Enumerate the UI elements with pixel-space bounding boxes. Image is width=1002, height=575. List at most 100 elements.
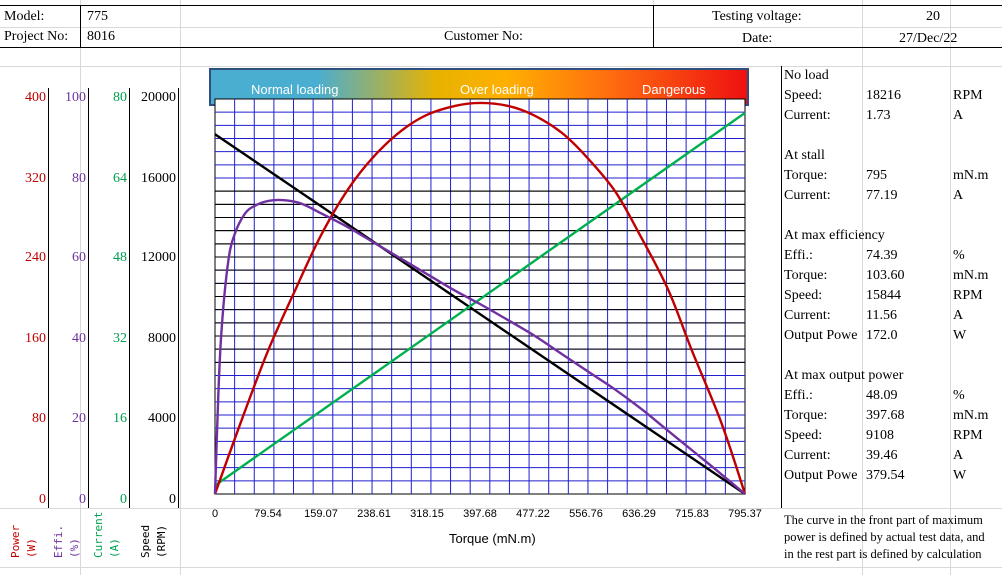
stats-panel-border <box>781 66 782 508</box>
effi-axis-tick: 40 <box>72 331 86 346</box>
max-eff-speed-label: Speed: <box>784 288 823 303</box>
x-tick-label: 0 <box>212 508 218 520</box>
effi-axis-tick: 60 <box>72 250 86 265</box>
zone-normal-label: Normal loading <box>251 82 339 97</box>
note-line-3: in the rest part is defined by calculati… <box>784 547 982 561</box>
no-load-current-value: 1.73 <box>866 108 891 123</box>
power-axis-tick: 320 <box>25 171 46 186</box>
stall-title-label: At stall <box>784 148 825 163</box>
max-pow-speed-value: 9108 <box>866 428 894 443</box>
power-axis-tick: 400 <box>25 90 46 105</box>
speed-axis-tick: 12000 <box>141 250 176 265</box>
no-load-speed-unit: RPM <box>953 88 983 103</box>
stall-current-label: Current: <box>784 188 831 203</box>
max-pow-power-label: Output Powe <box>784 468 858 483</box>
x-tick-label: 477.22 <box>516 508 550 520</box>
stall-current-unit: A <box>953 188 964 203</box>
max-eff-title-label: At max efficiency <box>784 228 885 243</box>
current-axis-tick: 48 <box>113 250 127 265</box>
cell-gridline <box>862 0 863 575</box>
current-axis-tick: 16 <box>113 411 127 426</box>
power-curve <box>213 101 747 495</box>
stall-current-value: 77.19 <box>866 188 898 203</box>
voltage-label: Testing voltage: <box>712 9 802 24</box>
x-tick-label: 79.54 <box>254 508 282 520</box>
header-border <box>653 5 654 47</box>
axis-separator <box>178 88 179 508</box>
speed-axis-tick: 0 <box>169 492 176 507</box>
customer-label: Customer No: <box>444 29 523 44</box>
max-pow-torque-value: 397.68 <box>866 408 905 423</box>
model-label: Model: <box>4 9 45 24</box>
cell-gridline <box>0 567 1002 568</box>
cell-gridline <box>180 0 181 575</box>
voltage-value[interactable]: 20 <box>926 9 940 24</box>
cell-gridline <box>0 508 1002 509</box>
speed-axis-tick: 20000 <box>141 90 176 105</box>
project-value[interactable]: 8016 <box>87 29 115 44</box>
max-eff-effi-label: Effi.: <box>784 248 813 263</box>
max-eff-torque-label: Torque: <box>784 268 828 283</box>
x-tick-label: 795.37 <box>728 508 762 520</box>
zone-danger-label: Dangerous <box>642 82 706 97</box>
current-curve <box>214 111 746 487</box>
effi-axis-tick: 80 <box>72 171 86 186</box>
max-eff-torque-unit: mN.m <box>953 268 989 283</box>
power-axis-tick: 80 <box>32 411 46 426</box>
efficiency-curve <box>213 198 746 495</box>
max-eff-current-unit: A <box>953 308 964 323</box>
max-pow-current-label: Current: <box>784 448 831 463</box>
max-pow-current-unit: A <box>953 448 964 463</box>
note-line-2: power is defined by actual test data, an… <box>784 530 985 544</box>
effi-axis-tick: 0 <box>79 492 86 507</box>
cell-gridline <box>950 0 951 575</box>
current-axis-tick: 0 <box>120 492 127 507</box>
max-pow-power-value: 379.54 <box>866 468 905 483</box>
max-pow-speed-unit: RPM <box>953 428 983 443</box>
current-axis-tick: 32 <box>113 331 127 346</box>
cell-gridline <box>80 0 81 575</box>
x-tick-label: 715.83 <box>675 508 709 520</box>
current-axis-tick: 80 <box>113 90 127 105</box>
max-eff-current-label: Current: <box>784 308 831 323</box>
stall-torque-unit: mN.m <box>953 168 989 183</box>
max-pow-torque-unit: mN.m <box>953 408 989 423</box>
max-eff-power-unit: W <box>953 328 967 343</box>
date-value[interactable]: 27/Dec/22 <box>899 31 958 46</box>
note-line-1: The curve in the front part of maximum <box>784 513 983 527</box>
x-tick-label: 318.15 <box>410 508 444 520</box>
max-pow-effi-label: Effi.: <box>784 388 813 403</box>
max-eff-effi-value: 74.39 <box>866 248 898 263</box>
x-tick-label: 238.61 <box>357 508 391 520</box>
stall-torque-label: Torque: <box>784 168 828 183</box>
stall-torque-value: 795 <box>866 168 887 183</box>
max-pow-speed-label: Speed: <box>784 428 823 443</box>
model-value[interactable]: 775 <box>87 9 108 24</box>
speed-axis-tick: 8000 <box>148 331 176 346</box>
max-eff-current-value: 11.56 <box>866 308 897 323</box>
speed-axis-tick: 4000 <box>148 411 176 426</box>
max-pow-current-value: 39.46 <box>866 448 898 463</box>
max-pow-title-label: At max output power <box>784 368 904 383</box>
cell-gridline <box>0 66 1002 67</box>
effi-axis-tick: 20 <box>72 411 86 426</box>
max-eff-speed-unit: RPM <box>953 288 983 303</box>
no-load-current-label: Current: <box>784 108 831 123</box>
power-axis-tick: 240 <box>25 250 46 265</box>
max-eff-speed-value: 15844 <box>866 288 901 303</box>
axis-separator <box>48 88 49 508</box>
axis-separator <box>129 88 130 508</box>
max-pow-power-unit: W <box>953 468 967 483</box>
speed-curve <box>214 133 746 495</box>
max-pow-effi-unit: % <box>953 388 965 403</box>
no-load-speed-label: Speed: <box>784 88 823 103</box>
max-eff-effi-unit: % <box>953 248 965 263</box>
project-label: Project No: <box>4 29 69 44</box>
x-axis-title: Torque (mN.m) <box>449 531 536 546</box>
zone-over-label: Over loading <box>460 82 534 97</box>
max-pow-torque-label: Torque: <box>784 408 828 423</box>
x-tick-label: 636.29 <box>622 508 656 520</box>
header-border <box>0 5 1002 6</box>
